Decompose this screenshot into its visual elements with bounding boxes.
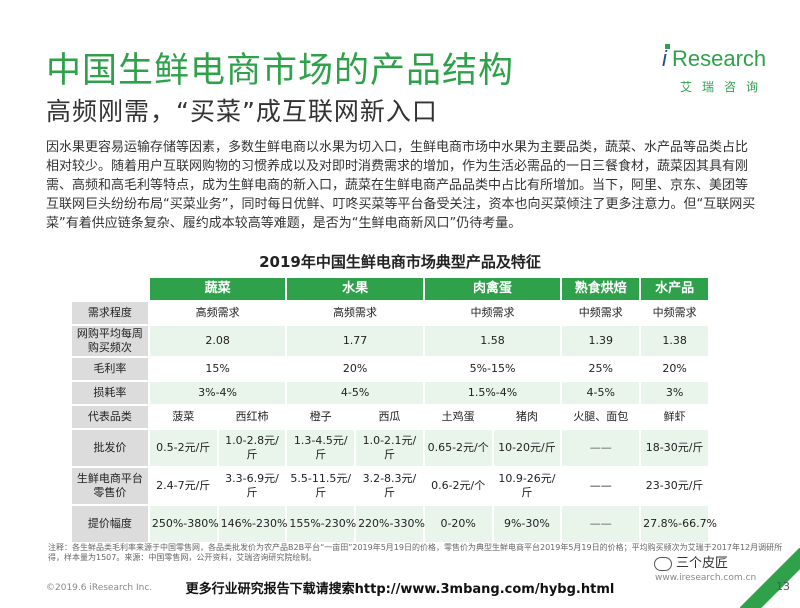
table-cell: 1.0-2.1元/斤 [356,430,423,466]
table-row: 需求程度 高频需求 高频需求 中频需求 中频需求 中频需求 [72,302,708,324]
table-row: 提价幅度 250%-380% 146%-230% 155%-230% 220%-… [72,506,717,542]
table-cell: 5%-15% [424,358,561,380]
intro-paragraph: 因水果更容易运输存储等因素，多数生鲜电商以水果为切入口，生鲜电商市场中水果为主要… [46,140,756,231]
table-title: 2019年中国生鲜电商市场典型产品及特征 [259,253,541,271]
table-cell: 27.8%-66.7% [641,506,717,542]
table-cell: —— [562,468,640,504]
table-row: 批发价 0.5-2元/斤 1.0-2.8元/斤 1.3-4.5元/斤 1.0-2… [72,430,708,466]
table-cell: 4-5% [562,382,640,404]
header-seafood: 水产品 [641,278,708,300]
table-cell: 中频需求 [562,302,640,324]
table-cell: —— [562,506,640,542]
row-label: 需求程度 [72,302,148,324]
table-cell: 火腿、面包 [562,406,640,428]
row-label: 生鲜电商平台零售价 [72,468,148,504]
table-cell: 土鸡蛋 [424,406,492,428]
site-url[interactable]: www.iresearch.com.cn [655,573,757,583]
page-subtitle: 高频刚需，“买菜”成互联网新入口 [46,97,438,126]
table-cell: —— [562,430,640,466]
row-label: 损耗率 [72,382,148,404]
table-cell: 菠菜 [149,406,217,428]
table-cell: 鲜虾 [641,406,708,428]
table-cell: 20% [641,358,708,380]
table-cell: 25% [562,358,640,380]
row-label: 批发价 [72,430,148,466]
table-cell: 1.5%-4% [424,382,561,404]
page-number: 13 [776,580,790,593]
table-row: 网购平均每周购买频次 2.08 1.77 1.58 1.39 1.38 [72,326,708,356]
table-row: 损耗率 3%-4% 4-5% 1.5%-4% 4-5% 3% [72,382,708,404]
product-table: 蔬菜 水果 肉禽蛋 熟食烘焙 水产品 需求程度 高频需求 高频需求 中频需求 中… [70,276,717,544]
table-cell: 2.08 [149,326,286,356]
table-cell: 1.77 [287,326,423,356]
table-cell: 2.4-7元/斤 [149,468,217,504]
table-cell: 155%-230% [287,506,356,542]
table-cell: 10-20元/斤 [493,430,561,466]
wechat-icon [654,556,672,571]
table-cell: 23-30元/斤 [641,468,708,504]
row-label: 毛利率 [72,358,148,380]
table-cell: 9%-30% [493,506,561,542]
page-title: 中国生鲜电商市场的产品结构 [46,51,515,91]
row-label: 代表品类 [72,406,148,428]
table-cell: 西红柿 [218,406,286,428]
table-cell: 3%-4% [149,382,286,404]
table-cell: 15% [149,358,286,380]
table-cell: 0.65-2元/个 [424,430,492,466]
logo-word: Research [672,46,767,71]
table-row: 代表品类 菠菜 西红柿 橙子 西瓜 土鸡蛋 猪肉 火腿、面包 鲜虾 [72,406,708,428]
table-cell: 18-30元/斤 [641,430,708,466]
table-cell: 146%-230% [218,506,287,542]
wechat-watermark: 三个皮匠 [654,552,728,571]
table-cell: 20% [287,358,423,380]
corner-stripe [740,548,800,608]
table-cell: 250%-380% [149,506,219,542]
iresearch-logo: i Research 艾瑞咨询 [662,44,772,102]
table-cell: 4-5% [287,382,423,404]
header-bakery: 熟食烘焙 [562,278,640,300]
table-row: 生鲜电商平台零售价 2.4-7元/斤 3.3-6.9元/斤 5.5-11.5元/… [72,468,708,504]
table-header-row: 蔬菜 水果 肉禽蛋 熟食烘焙 水产品 [72,278,708,300]
table-cell: 3% [641,382,708,404]
logo-i: i [662,46,667,71]
table-cell: 3.2-8.3元/斤 [356,468,423,504]
table-cell: 中频需求 [641,302,708,324]
table-cell: 1.38 [641,326,708,356]
table-cell: 1.58 [424,326,561,356]
table-cell: 橙子 [287,406,355,428]
table-cell: 高频需求 [149,302,286,324]
copyright: ©2019.6 iResearch Inc. [46,583,153,593]
wechat-label: 三个皮匠 [676,556,729,571]
table-cell: 10.9-26元/斤 [493,468,561,504]
table-row: 毛利率 15% 20% 5%-15% 25% 20% [72,358,708,380]
table-cell: 0-20% [424,506,492,542]
table-cell: 中频需求 [424,302,561,324]
row-label: 提价幅度 [72,506,148,542]
table-cell: 0.5-2元/斤 [149,430,217,466]
table-cell: 高频需求 [287,302,423,324]
logo-dot [665,44,670,49]
table-cell: 1.39 [562,326,640,356]
table-cell: 西瓜 [356,406,423,428]
header-vegetables: 蔬菜 [149,278,286,300]
table-cell: 1.0-2.8元/斤 [218,430,286,466]
header-fruit: 水果 [287,278,423,300]
table-cell: 0.6-2元/个 [424,468,492,504]
table-cell: 3.3-6.9元/斤 [218,468,286,504]
table-cell: 220%-330% [356,506,425,542]
source-note: 注释：各生鲜品类毛利率来源于中国零售网，各品类批发价为农产品B2B平台“一亩田”… [48,543,783,562]
table-cell: 猪肉 [493,406,561,428]
table-cell: 5.5-11.5元/斤 [287,468,355,504]
table-cell: 1.3-4.5元/斤 [287,430,355,466]
row-label: 网购平均每周购买频次 [72,326,148,356]
header-meat-eggs: 肉禽蛋 [424,278,561,300]
header-blank [72,278,148,300]
logo-cn: 艾瑞咨询 [680,80,769,94]
download-banner[interactable]: 更多行业研究报告下载请搜索http://www.3mbang.com/hybg.… [185,582,615,597]
